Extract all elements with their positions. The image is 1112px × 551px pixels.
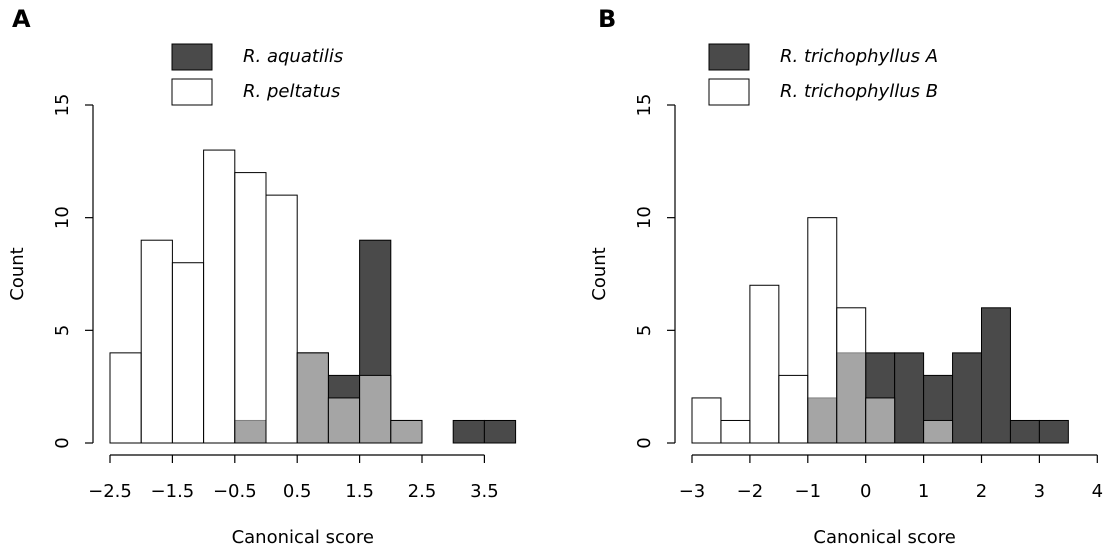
- x-tick-label: −1: [795, 481, 822, 502]
- x-tick-label: 1: [918, 481, 929, 502]
- legend-label: R. trichophyllus B: [780, 81, 938, 102]
- bar: [923, 419, 954, 444]
- bar: [171, 262, 205, 444]
- y-tick-label: 10: [634, 206, 655, 229]
- x-axis-label: Canonical score: [813, 527, 955, 548]
- bar: [296, 352, 329, 444]
- panel-label: B: [598, 5, 616, 33]
- x-tick-label: −0.5: [213, 481, 257, 502]
- legend-swatch: [708, 43, 750, 71]
- y-axis-label: Count: [7, 247, 28, 300]
- bar: [109, 352, 142, 444]
- bar: [1009, 419, 1040, 444]
- x-tick-label: 2: [976, 481, 987, 502]
- x-tick-label: −2: [737, 481, 764, 502]
- bar: [140, 239, 173, 444]
- x-tick-label: 2.5: [408, 481, 437, 502]
- bar: [359, 374, 392, 444]
- legend-label: R. trichophyllus A: [780, 46, 938, 67]
- bar: [836, 307, 867, 444]
- y-axis-label: Count: [589, 247, 610, 300]
- x-tick-label: −2.5: [88, 481, 132, 502]
- y-tick-label: 15: [634, 94, 655, 117]
- bar: [952, 352, 982, 444]
- y-tick-label: 15: [52, 94, 73, 117]
- bar: [265, 194, 298, 444]
- bar: [778, 374, 809, 444]
- bar: [483, 419, 517, 444]
- bar: [390, 419, 423, 444]
- bar: [691, 397, 722, 444]
- y-tick-label: 0: [52, 437, 73, 448]
- legend-swatch: [171, 43, 213, 71]
- y-tick-label: 0: [634, 437, 655, 448]
- panel-label: A: [12, 5, 31, 33]
- bar: [807, 217, 838, 444]
- bar: [749, 284, 780, 444]
- x-tick-label: 1.5: [345, 481, 374, 502]
- x-tick-label: −1.5: [151, 481, 195, 502]
- bar: [327, 397, 361, 444]
- bar: [865, 397, 896, 444]
- bar: [452, 419, 485, 444]
- x-tick-label: 0.5: [283, 481, 312, 502]
- x-tick-label: 3: [1034, 481, 1045, 502]
- x-axis-label: Canonical score: [232, 527, 374, 548]
- y-tick-label: 10: [52, 206, 73, 229]
- bar: [203, 149, 236, 444]
- legend-label: R. peltatus: [243, 81, 340, 102]
- bar: [720, 419, 751, 444]
- legend-swatch: [171, 78, 213, 106]
- legend-swatch: [708, 78, 750, 106]
- bar: [894, 352, 925, 444]
- bar: [1038, 419, 1069, 444]
- x-tick-label: 3.5: [470, 481, 499, 502]
- bar: [981, 307, 1011, 444]
- x-tick-label: 4: [1092, 481, 1103, 502]
- bar: [234, 172, 267, 444]
- x-tick-label: −3: [679, 481, 706, 502]
- x-tick-label: 0: [860, 481, 871, 502]
- legend-label: R. aquatilis: [243, 46, 343, 67]
- y-tick-label: 5: [52, 325, 73, 336]
- y-tick-label: 5: [634, 325, 655, 336]
